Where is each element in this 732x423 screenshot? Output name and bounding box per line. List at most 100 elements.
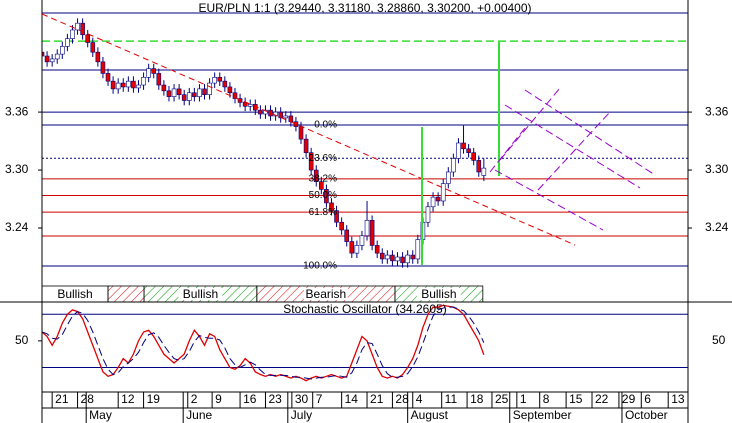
candle-body (308, 152, 314, 171)
oscillator-panel (42, 304, 688, 382)
candle-body (126, 80, 131, 88)
candle-body (288, 115, 294, 123)
candle-body (207, 82, 212, 95)
x-tick-label: 22 (595, 392, 609, 406)
candle-body (105, 73, 111, 82)
candle-body (70, 29, 75, 39)
x-tick-label: 14 (345, 392, 359, 406)
y-tick-label: 3.36 (5, 104, 29, 118)
fib-label: 23.6% (309, 153, 337, 164)
candle-body (186, 92, 192, 101)
candle-body (161, 84, 167, 92)
chart-title: EUR/PLN 1:1 (3.29440, 3.31180, 3.28860, … (198, 1, 531, 15)
x-tick-label: 2 (191, 392, 198, 406)
candle-body (60, 46, 65, 55)
y-tick-label: 50 (712, 333, 726, 347)
candle-body (430, 196, 436, 208)
trend-band (107, 285, 145, 303)
candle-body (202, 88, 207, 95)
trend-label-bg (416, 288, 461, 300)
candle-body (410, 254, 416, 260)
candle-body (227, 86, 233, 94)
candle-body (379, 252, 385, 260)
candle-body (95, 51, 101, 63)
drawing-tools (42, 13, 656, 265)
candle-body (324, 189, 329, 204)
panel-title: Stochastic Oscillator (34.2605) (283, 302, 446, 316)
x-tick-label: 30 (295, 392, 309, 406)
month-label: August (411, 408, 449, 422)
x-tick-label: 13 (671, 392, 685, 406)
candle-body (146, 68, 151, 78)
candle-body (90, 42, 96, 53)
trend-label: Bullish (183, 287, 218, 301)
trend-line (42, 13, 576, 246)
x-tick-label: 9 (215, 392, 222, 406)
candle-body (445, 171, 451, 184)
y-tick-label: 50 (15, 333, 29, 347)
candle-body (65, 38, 70, 47)
candle-body (176, 88, 182, 95)
candle-body (151, 68, 157, 74)
candle-body (451, 158, 456, 173)
candle-body (303, 138, 309, 153)
candle-body (192, 92, 197, 97)
x-tick-label: 8 (543, 392, 550, 406)
candle-body (293, 121, 299, 127)
channel-line (489, 127, 526, 173)
candle-body (339, 221, 344, 231)
candle-body (85, 34, 91, 43)
x-tick-label: 19 (147, 392, 161, 406)
candle-body (217, 76, 223, 82)
channel-line (524, 89, 656, 176)
candle-body (415, 239, 421, 260)
y-tick-label: 3.24 (5, 220, 29, 234)
oscillator-line (42, 304, 485, 382)
candle-body (369, 219, 375, 246)
x-tick-label: 7 (316, 392, 323, 406)
candle-body (136, 84, 141, 89)
channel-lines (489, 87, 656, 231)
candle-body (141, 76, 146, 86)
candle-body (319, 181, 324, 190)
fib-label: 38.2% (309, 173, 337, 184)
fib-label: 50.0% (309, 190, 337, 201)
month-label: July (291, 408, 312, 422)
candle-body (385, 254, 390, 260)
fib-label: 61.8% (309, 207, 337, 218)
candle-body (181, 94, 187, 101)
y-tick-label: 3.30 (5, 162, 29, 176)
candle-body (349, 241, 355, 254)
candle-body (171, 88, 177, 97)
x-tick-label: 21 (370, 392, 384, 406)
candle-body (258, 109, 263, 115)
candle-body (232, 92, 238, 99)
candle-body (80, 22, 85, 36)
candle-body (268, 109, 273, 117)
candle-body (364, 219, 370, 237)
candle-body (354, 245, 360, 254)
candle-body (344, 229, 350, 242)
candle-body (278, 111, 283, 119)
plot-layer: 0.0% 23.6% 38.2% 50.0% 61.8% 100.0% 3.24 3.24 3.… (5, 12, 729, 423)
channel-line (504, 104, 641, 189)
candle-body (334, 210, 339, 223)
x-tick-label: 16 (243, 392, 257, 406)
fib-label: 0.0% (314, 120, 337, 131)
trend-label-bg (53, 288, 98, 300)
candle-body (156, 73, 162, 86)
candle-body (110, 80, 116, 90)
candle-body (390, 254, 395, 262)
candle-body (222, 80, 228, 88)
candle-body (100, 61, 106, 74)
month-label: May (89, 408, 112, 422)
oscillator-line (42, 306, 485, 380)
candle-body (400, 256, 405, 264)
x-tick-label: 11 (445, 392, 458, 406)
channel-line (537, 111, 611, 191)
candle-body (283, 115, 289, 119)
candle-body (42, 51, 45, 57)
x-tick-label: 23 (268, 392, 282, 406)
